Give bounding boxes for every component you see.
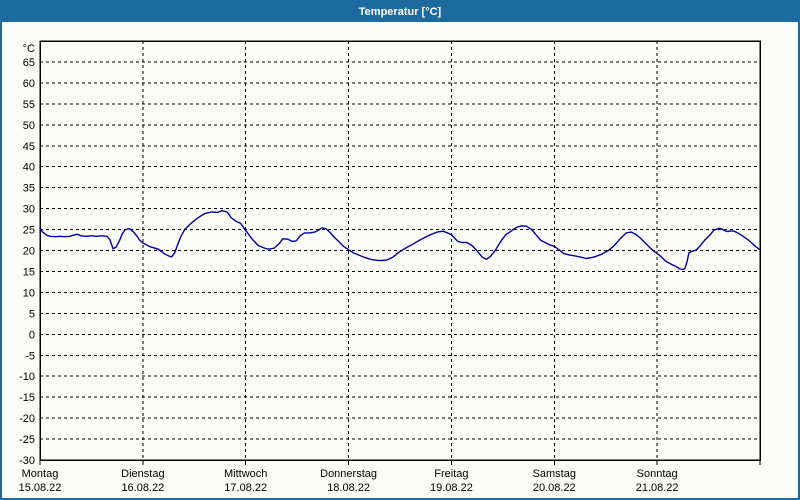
day-name-label: Samstag — [533, 468, 576, 480]
temperature-line — [39, 209, 760, 271]
y-tick-label: -25 — [19, 434, 35, 446]
day-name-label: Dienstag — [121, 468, 164, 480]
day-date-label: 19.08.22 — [430, 482, 473, 494]
day-date-label: 17.08.22 — [224, 482, 267, 494]
window-title: Temperatur [°C] — [358, 6, 442, 18]
y-tick-label: -5 — [25, 350, 35, 362]
chart-area: 65 60 55 50 45 40 35 30 25 20 15 10 5 0 -5 -10 -15 -20 -25… — [2, 22, 798, 498]
y-tick-label: 60 — [23, 78, 35, 90]
y-tick-label: -20 — [19, 413, 35, 425]
day-date-label: 21.08.22 — [636, 482, 679, 494]
day-name-label: Donnerstag — [320, 468, 377, 480]
y-tick-label: 10 — [23, 287, 35, 299]
temperature-chart: 65605550454035302520151050-5-10-15-20-25… — [19, 40, 761, 494]
day-name-label: Sonntag — [637, 468, 678, 480]
y-tick-label: 45 — [23, 141, 35, 153]
y-tick-label: -30 — [19, 455, 35, 467]
day-date-label: 16.08.22 — [121, 482, 164, 494]
y-tick-label: 25 — [23, 225, 35, 237]
y-tick-label: 65 — [23, 57, 35, 69]
plot-frame — [39, 40, 761, 461]
y-tick-label: 20 — [23, 246, 35, 258]
day-name-label: Freitag — [434, 468, 468, 480]
y-tick-label: -15 — [19, 392, 35, 404]
day-date-label: 20.08.22 — [533, 482, 576, 494]
y-tick-label: 40 — [23, 162, 35, 174]
day-date-label: 15.08.22 — [19, 482, 62, 494]
y-tick-label: 35 — [23, 183, 35, 195]
title-bar[interactable]: Temperatur [°C] — [2, 2, 798, 22]
y-tick-label: 0 — [29, 329, 35, 341]
y-tick-label: 55 — [23, 99, 35, 111]
y-tick-label: -10 — [19, 371, 35, 383]
y-tick-label: 50 — [23, 120, 35, 132]
day-name-label: Montag — [22, 468, 59, 480]
day-date-label: 18.08.22 — [327, 482, 370, 494]
y-axis-unit-label: °C — [23, 43, 35, 55]
y-tick-label: 5 — [29, 308, 35, 320]
day-name-label: Mittwoch — [224, 468, 267, 480]
y-tick-label: 30 — [23, 204, 35, 216]
y-tick-label: 15 — [23, 266, 35, 278]
